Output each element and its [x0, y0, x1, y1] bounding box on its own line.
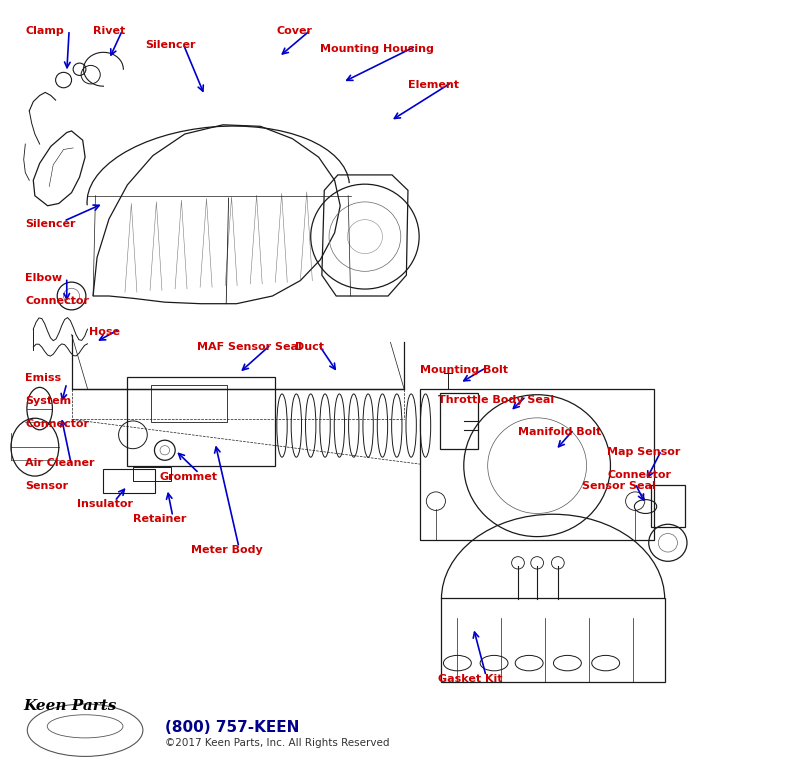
Bar: [651, 485, 685, 527]
Bar: [442, 598, 665, 682]
Text: System: System: [26, 396, 71, 406]
Text: Manifold Bolt: Manifold Bolt: [518, 427, 602, 437]
Text: Throttle Body Seal: Throttle Body Seal: [438, 395, 554, 405]
Text: Connector: Connector: [26, 296, 90, 306]
Text: Clamp: Clamp: [26, 26, 64, 36]
Text: Sensor Seal: Sensor Seal: [582, 481, 655, 491]
Text: Insulator: Insulator: [77, 498, 133, 509]
Text: Meter Body: Meter Body: [191, 545, 263, 555]
Text: Retainer: Retainer: [133, 514, 186, 524]
Text: Element: Element: [408, 80, 459, 90]
Bar: [440, 393, 478, 449]
Text: Hose: Hose: [89, 327, 120, 337]
Text: Connector: Connector: [607, 471, 671, 481]
Text: Air Cleaner: Air Cleaner: [26, 458, 95, 468]
Text: ©2017 Keen Parts, Inc. All Rights Reserved: ©2017 Keen Parts, Inc. All Rights Reserv…: [165, 738, 390, 748]
Text: (800) 757-KEEN: (800) 757-KEEN: [165, 720, 299, 735]
Text: Sensor: Sensor: [26, 481, 69, 491]
Bar: [133, 467, 171, 481]
Text: Silencer: Silencer: [26, 219, 76, 229]
Bar: [103, 469, 155, 494]
Text: Grommet: Grommet: [159, 472, 218, 482]
Text: Gasket Kit: Gasket Kit: [438, 674, 502, 684]
Bar: [151, 385, 227, 422]
Text: MAF Sensor Seal: MAF Sensor Seal: [197, 342, 302, 352]
Text: Emiss: Emiss: [26, 373, 62, 383]
Text: Duct: Duct: [294, 342, 324, 352]
Text: Connector: Connector: [26, 420, 90, 430]
Text: Elbow: Elbow: [26, 273, 62, 283]
Text: Silencer: Silencer: [145, 40, 195, 50]
Text: Mounting Housing: Mounting Housing: [320, 44, 434, 54]
Text: Rivet: Rivet: [93, 26, 126, 36]
Bar: [127, 377, 275, 466]
Text: Mounting Bolt: Mounting Bolt: [420, 365, 508, 375]
Text: Keen Parts: Keen Parts: [24, 700, 117, 714]
Text: Cover: Cover: [277, 26, 313, 36]
Text: Map Sensor: Map Sensor: [607, 447, 681, 457]
